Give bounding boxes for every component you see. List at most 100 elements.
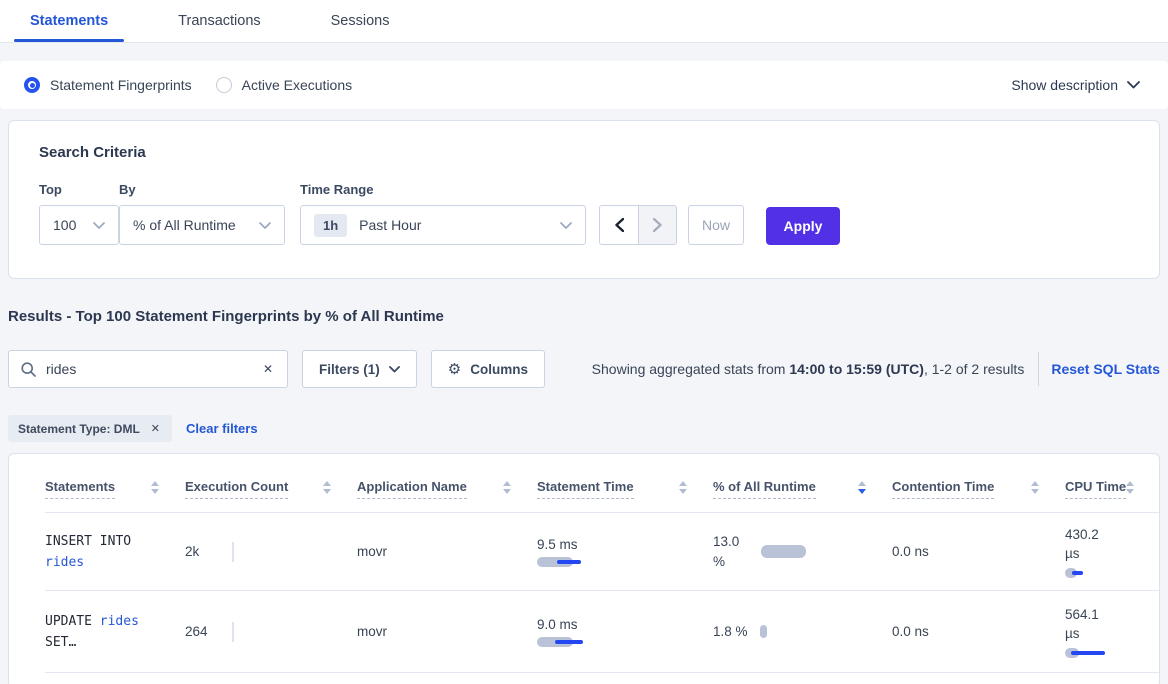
column-header-label: Execution Count — [185, 479, 289, 499]
time-range-field: Time Range 1h Past Hour — [300, 182, 586, 245]
tab-bar: Statements Transactions Sessions — [0, 0, 1168, 43]
chevron-right-icon — [653, 218, 662, 232]
by-field: By % of All Runtime — [119, 182, 285, 245]
chevron-left-icon — [614, 218, 624, 232]
search-input[interactable] — [46, 361, 261, 377]
runtime-cell: 1.8 % — [713, 622, 892, 642]
column-header-label: CPU Time — [1065, 479, 1127, 499]
sort-icon — [858, 480, 866, 494]
statement-time-bar — [537, 636, 607, 647]
runtime-value: 1.8 % — [713, 623, 748, 639]
sort-icon — [1031, 480, 1039, 494]
radio-active-executions[interactable]: Active Executions — [215, 77, 353, 93]
columns-label: Columns — [470, 361, 528, 377]
top-field: Top 100 — [39, 182, 119, 245]
previous-time-button[interactable] — [599, 205, 638, 245]
tab-statements[interactable]: Statements — [13, 0, 125, 42]
column-header-runtime[interactable]: % of All Runtime — [713, 479, 892, 499]
show-description-toggle[interactable]: Show description — [1011, 77, 1140, 93]
statement-fingerprint-link[interactable]: rides — [99, 613, 139, 629]
column-header-statements[interactable]: Statements — [45, 479, 185, 499]
results-heading: Results - Top 100 Statement Fingerprints… — [8, 308, 444, 325]
stats-summary-range: 14:00 to 15:59 (UTC) — [789, 361, 924, 377]
execution-count-bar — [232, 541, 234, 562]
column-header-label: Contention Time — [892, 479, 995, 499]
column-header-execution-count[interactable]: Execution Count — [185, 479, 357, 499]
execution-count-bar — [232, 621, 234, 642]
radio-statement-fingerprints[interactable]: Statement Fingerprints — [24, 77, 192, 93]
radio-selected-icon — [24, 77, 40, 93]
remove-filter-icon[interactable]: ✕ — [150, 423, 161, 435]
radio-unselected-icon — [215, 77, 232, 93]
chevron-down-icon — [259, 221, 271, 229]
by-select-value: % of All Runtime — [133, 217, 236, 233]
contention-time-cell: 0.0 ns — [892, 544, 1065, 559]
filter-pill-row: Statement Type: DML ✕ Clear filters — [8, 415, 1160, 442]
radio-label: Active Executions — [241, 77, 353, 93]
search-criteria-card: Search Criteria Top 100 By % of All Runt… — [8, 120, 1160, 279]
tab-transactions[interactable]: Transactions — [178, 13, 261, 29]
application-name-cell: movr — [357, 544, 537, 559]
filter-pill: Statement Type: DML ✕ — [8, 415, 173, 442]
apply-button[interactable]: Apply — [766, 207, 840, 245]
by-select[interactable]: % of All Runtime — [119, 205, 285, 245]
statement-time-cell: 9.0 ms — [537, 617, 713, 647]
filters-button[interactable]: Filters (1) — [302, 350, 417, 388]
show-description-label: Show description — [1011, 77, 1118, 93]
execution-count-cell: 264 — [185, 621, 357, 642]
sql-text: INSERT INTO — [45, 533, 132, 549]
top-select-value: 100 — [53, 217, 77, 233]
chevron-down-icon — [560, 221, 572, 229]
next-time-button[interactable] — [638, 205, 677, 245]
time-range-value: Past Hour — [359, 217, 422, 233]
runtime-cell: 13.0 % — [713, 532, 892, 572]
column-header-statement-time[interactable]: Statement Time — [537, 479, 713, 499]
cpu-time-value: 564.1 µs — [1065, 607, 1099, 641]
clear-filters-link[interactable]: Clear filters — [186, 421, 258, 436]
columns-button[interactable]: ⚙ Columns — [430, 350, 545, 388]
statement-time-cell: 9.5 ms — [537, 537, 713, 567]
sort-icon — [679, 480, 687, 494]
radio-label: Statement Fingerprints — [50, 77, 192, 93]
application-name-value: movr — [357, 544, 387, 559]
now-button[interactable]: Now — [688, 205, 744, 245]
runtime-bar — [761, 545, 806, 558]
sort-icon — [503, 480, 511, 494]
column-header-label: % of All Runtime — [713, 479, 816, 499]
chevron-down-icon — [1127, 81, 1140, 89]
contention-time-value: 0.0 ns — [892, 544, 929, 559]
application-name-cell: movr — [357, 624, 537, 639]
table-row: INSERT INTO rides 2k movr 9.5 ms 13.0 % … — [45, 513, 1159, 591]
statement-fingerprint-link[interactable]: rides — [45, 554, 85, 570]
column-header-application-name[interactable]: Application Name — [357, 479, 537, 499]
filters-label: Filters (1) — [319, 361, 380, 377]
time-range-select[interactable]: 1h Past Hour — [300, 205, 586, 245]
vertical-divider — [1038, 352, 1040, 386]
filter-pill-label: Statement Type: DML — [18, 421, 140, 436]
sort-icon — [323, 480, 331, 494]
statement-time-value: 9.0 ms — [537, 616, 578, 632]
gear-icon: ⚙ — [447, 360, 462, 378]
reset-sql-stats-link[interactable]: Reset SQL Stats — [1051, 361, 1160, 377]
statement-time-bar — [537, 556, 607, 567]
by-label: By — [119, 182, 136, 197]
cpu-time-cell: 564.1 µs — [1065, 605, 1159, 658]
statement-time-value: 9.5 ms — [537, 536, 578, 552]
top-select[interactable]: 100 — [39, 205, 119, 245]
column-header-contention-time[interactable]: Contention Time — [892, 479, 1065, 499]
column-header-cpu-time[interactable]: CPU Time — [1065, 479, 1159, 499]
column-header-label: Statements — [45, 479, 116, 499]
statement-cell: INSERT INTO rides — [45, 531, 185, 573]
search-criteria-title: Search Criteria — [39, 144, 146, 161]
tab-sessions[interactable]: Sessions — [330, 13, 390, 29]
stats-summary-suffix: , 1-2 of 2 results — [923, 361, 1025, 377]
sort-icon — [1126, 480, 1135, 494]
clear-search-icon[interactable]: ✕ — [262, 362, 273, 376]
execution-count-value: 2k — [185, 544, 200, 559]
runtime-value: 13.0 % — [713, 533, 740, 569]
sql-text: SET… — [45, 634, 77, 650]
contention-time-value: 0.0 ns — [892, 624, 929, 639]
cpu-time-bar — [1065, 568, 1135, 578]
statements-table: Statements Execution Count Application N… — [8, 453, 1160, 684]
stats-summary-prefix: Showing aggregated stats from — [591, 361, 790, 377]
